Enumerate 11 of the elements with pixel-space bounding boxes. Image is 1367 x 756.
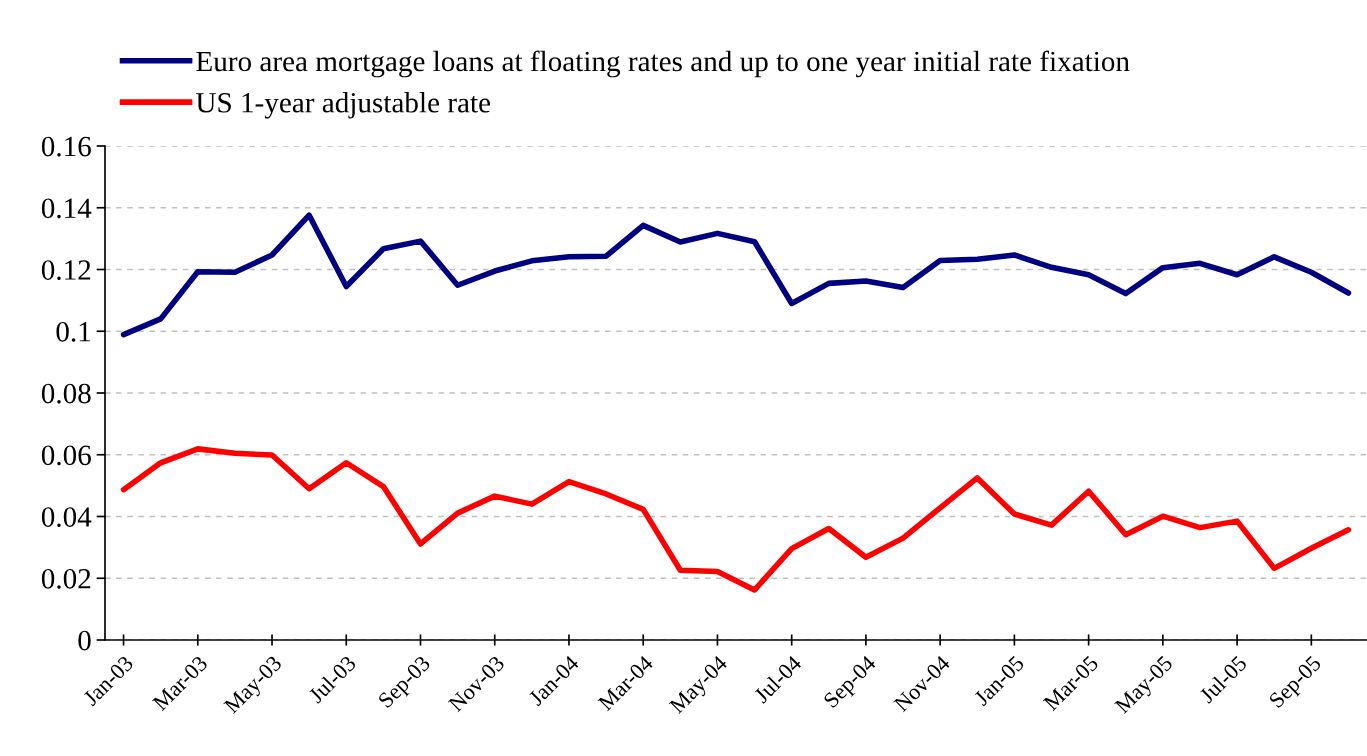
legend-label: Euro area mortgage loans at floating rates and up to one year initial rate fixation [196, 50, 1130, 78]
legend-label: US 1-year adjustable rate [196, 92, 490, 119]
y-tick-label: 0.02 [41, 568, 91, 589]
y-tick-label: 0.06 [41, 445, 91, 466]
y-tick-label: 0 [78, 630, 91, 651]
y-tick-label: 0.04 [41, 507, 92, 528]
y-tick-label: 0.12 [41, 260, 91, 281]
y-tick-label: 0.14 [41, 198, 92, 219]
y-tick-label: 0.16 [41, 136, 91, 157]
y-tick-label: 0.1 [56, 321, 91, 342]
y-tick-label: 0.08 [41, 383, 91, 404]
